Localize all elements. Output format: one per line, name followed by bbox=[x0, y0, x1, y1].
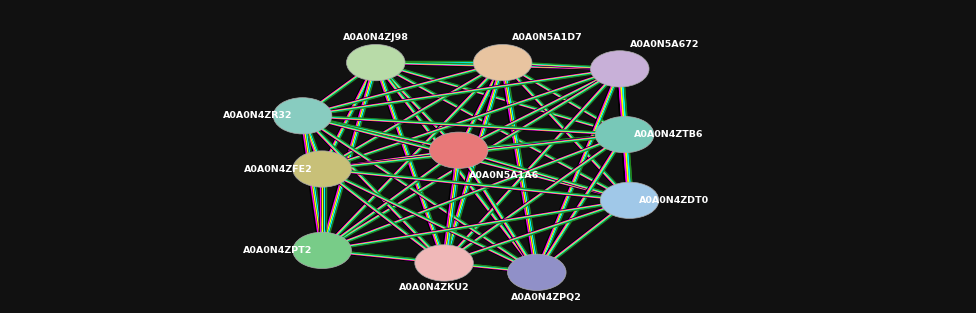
Ellipse shape bbox=[600, 182, 659, 218]
Text: A0A0N4ZKU2: A0A0N4ZKU2 bbox=[399, 283, 469, 292]
Text: A0A0N4ZPT2: A0A0N4ZPT2 bbox=[243, 246, 312, 255]
Ellipse shape bbox=[595, 116, 654, 153]
Text: A0A0N4ZPQ2: A0A0N4ZPQ2 bbox=[511, 293, 582, 302]
Text: A0A0N5A1D7: A0A0N5A1D7 bbox=[512, 33, 583, 42]
Text: A0A0N4ZR32: A0A0N4ZR32 bbox=[224, 111, 293, 120]
Text: A0A0N4ZFE2: A0A0N4ZFE2 bbox=[244, 165, 312, 173]
Text: A0A0N4ZDT0: A0A0N4ZDT0 bbox=[639, 196, 710, 205]
Ellipse shape bbox=[508, 254, 566, 290]
Ellipse shape bbox=[473, 44, 532, 81]
Ellipse shape bbox=[415, 245, 473, 281]
Ellipse shape bbox=[346, 44, 405, 81]
Text: A0A0N5A672: A0A0N5A672 bbox=[630, 39, 699, 49]
Ellipse shape bbox=[429, 132, 488, 168]
Ellipse shape bbox=[590, 51, 649, 87]
Ellipse shape bbox=[293, 232, 351, 269]
Text: A0A0N4ZJ98: A0A0N4ZJ98 bbox=[343, 33, 409, 42]
Text: A0A0N4ZTB6: A0A0N4ZTB6 bbox=[634, 130, 704, 139]
Text: A0A0N5A1A6: A0A0N5A1A6 bbox=[468, 171, 539, 180]
Ellipse shape bbox=[293, 151, 351, 187]
Ellipse shape bbox=[273, 98, 332, 134]
